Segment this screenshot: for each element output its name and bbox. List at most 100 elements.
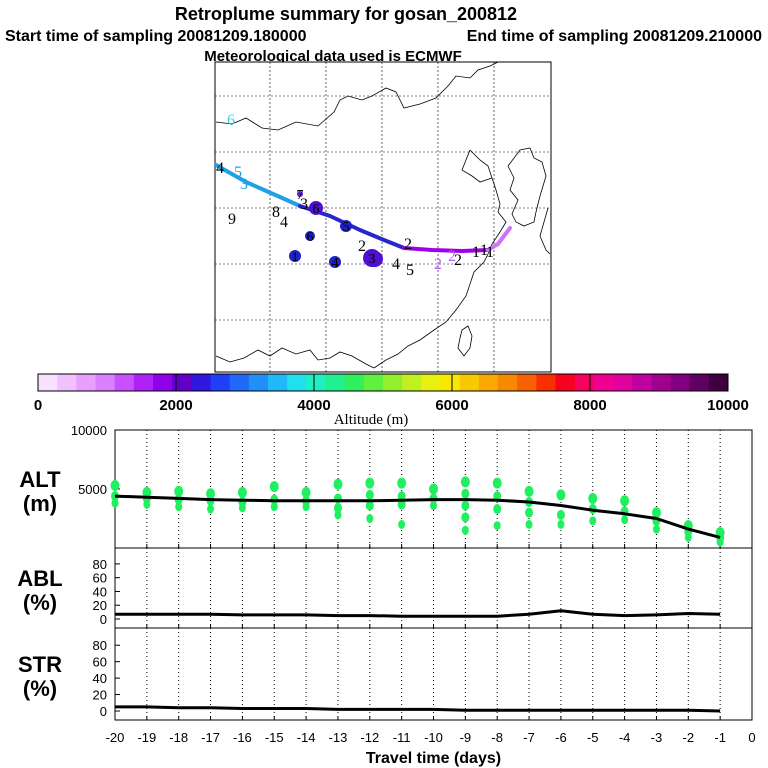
colorbar-frame [37,373,729,392]
altitude-cluster-point [302,502,310,512]
altitude-cluster-point [301,487,311,499]
y-tick-label: 40 [93,671,107,686]
marker-label: 6 [227,112,235,129]
marker-dot [309,201,323,215]
x-tick-label: -11 [393,730,411,745]
altitude-cluster-point [237,487,247,499]
colorbar-cell [574,374,595,391]
colorbar-tick-label: 10000 [707,397,749,414]
altitude-cluster-point [333,502,342,513]
altitude-cluster-point [270,502,278,512]
trajectory-marker: 8 [272,204,280,221]
end-time: End time of sampling 20081209.210000 [467,28,762,45]
marker-label: 4 [216,160,224,177]
trajectory-marker: 4 [216,160,224,177]
marker-label: 2 [404,236,412,253]
altitude-cluster-point [111,491,119,502]
altitude-cluster-point [429,483,438,495]
figure-title: Retroplume summary for gosan_200812 [175,4,517,24]
colorbar-cell [498,374,518,391]
trajectory-marker: 1 [480,242,488,259]
altitude-cluster-point [174,485,184,497]
colorbar-cell [248,374,269,391]
trajectory-marker: 5 [234,164,242,181]
altitude-cluster-point [207,504,215,514]
marker-label: 1 [480,242,488,259]
marker-label: 1 [292,250,299,265]
x-tick-label: -10 [424,730,443,745]
colorbar-cell [689,374,710,391]
altitude-cluster-point [589,516,597,526]
colorbar-tick-label: 2000 [159,397,192,414]
colorbar-cell [325,374,346,391]
altitude-cluster-point [461,525,469,535]
colorbar-cell [38,374,58,391]
altitude-cluster-point [365,489,374,500]
altitude-cluster-point [398,519,406,529]
marker-label: 2 [358,238,366,255]
trajectory-segment [402,246,490,253]
altitude-cluster-point [557,519,565,529]
altitude-cluster-point [334,510,342,520]
altitude-cluster-point [397,491,406,502]
coastline-korea [507,147,547,227]
x-tick-label: -7 [523,730,535,745]
x-tick-label: -5 [587,730,599,745]
colorbar-cell [632,374,652,391]
x-tick-label: -6 [555,730,567,745]
trajectory-marker: 1 [472,244,480,261]
y-tick-label: 20 [93,688,107,703]
altitude-cluster-point [493,491,502,502]
colorbar-tick-label: 0 [34,397,42,414]
marker-label: 5 [343,220,350,235]
altitude-cluster-point [651,507,661,519]
trajectory-marker: 4 [392,256,400,273]
altitude-cluster-point [111,498,119,508]
coastline-south [215,347,375,369]
x-tick-label: -17 [201,730,220,745]
x-tick-label: -13 [329,730,348,745]
altitude-cluster-point [397,477,407,489]
altitude-cluster-point [238,503,246,513]
altitude-cluster-point [556,509,565,520]
colorbar-cell [459,374,480,391]
colorbar-cell [172,374,192,391]
y-tick-label: 5000 [78,482,107,497]
y-tick-label: 0 [100,704,107,719]
trajectory-marker: 4 [329,256,341,271]
colorbar-cell [708,374,729,391]
y-tick-label: 80 [93,638,107,653]
colorbar-cell [517,374,537,391]
trajectory-marker: 7 [297,188,304,203]
colorbar-cell [95,374,116,391]
altitude-cluster-point [621,515,629,525]
trajectory-marker: 1 [486,244,494,261]
trajectory-marker: 2 [358,238,366,255]
altitude-cluster-point [461,512,470,523]
colorbar-tick-label: 4000 [297,397,330,414]
x-tick-label: -12 [360,730,379,745]
trajectory-marker: 5 [406,262,414,279]
altitude-cluster-point [430,501,437,511]
coastline-taiwan [457,325,473,357]
colorbar-cell [402,374,422,391]
y-tick-label: 80 [93,557,107,572]
colorbar-cell [536,374,556,391]
altitude-colorbar: 0 2000 4000 6000 8000 10000 Altitude (m) [34,373,749,428]
colorbar-cell [114,374,135,391]
met-data-label: Meteorological data used is ECMWF [204,48,462,65]
altitude-cluster-point [525,519,533,529]
coastline-north [215,61,499,131]
series-line [115,609,721,618]
time-series-panels: ALT(m)500010000ABL(%)020406080STR(%)0204… [17,423,755,767]
colorbar-cell [383,374,403,391]
marker-label: 5 [234,164,242,181]
y-tick-label: 10000 [71,423,107,438]
marker-label: 6 [313,202,320,217]
colorbar-cell [651,374,671,391]
colorbar-cell [344,374,365,391]
altitude-cluster-point [460,476,470,488]
altitude-cluster-point [365,500,374,511]
altitude-cluster-point [684,532,692,542]
